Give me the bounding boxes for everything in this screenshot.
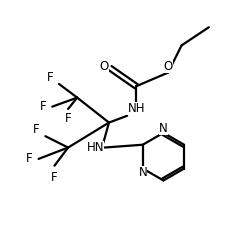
- Text: NH: NH: [127, 102, 145, 116]
- Text: O: O: [163, 60, 173, 74]
- Text: N: N: [138, 166, 147, 179]
- Text: F: F: [51, 170, 58, 184]
- Text: F: F: [40, 100, 47, 113]
- Text: HN: HN: [86, 141, 104, 154]
- Text: F: F: [65, 111, 72, 125]
- Text: N: N: [159, 122, 168, 136]
- Text: F: F: [26, 152, 33, 165]
- Text: O: O: [100, 60, 109, 74]
- Text: F: F: [33, 123, 40, 136]
- Text: F: F: [47, 71, 53, 84]
